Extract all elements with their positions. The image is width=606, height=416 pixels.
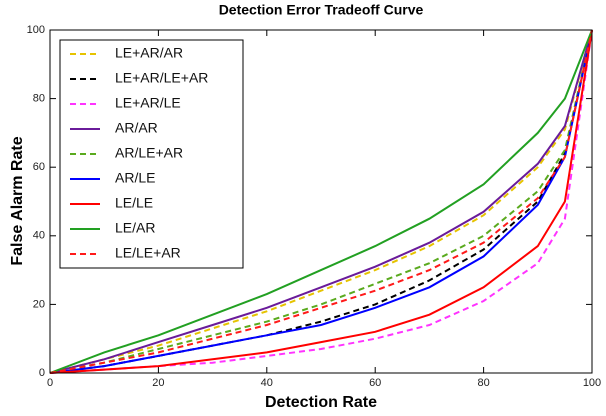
x-tick-label: 60 xyxy=(369,377,381,389)
series-line xyxy=(49,29,593,374)
legend-label: LE+AR/LE+AR xyxy=(115,70,208,86)
x-tick-label: 0 xyxy=(47,377,53,389)
series-line xyxy=(49,29,593,374)
y-axis-label: False Alarm Rate xyxy=(9,136,26,265)
y-tick-label: 20 xyxy=(33,298,45,310)
series-line xyxy=(49,29,593,374)
series-line xyxy=(49,29,593,374)
series-line xyxy=(49,29,593,374)
y-tick-label: 40 xyxy=(33,230,45,242)
y-tick-label: 60 xyxy=(33,161,45,173)
x-axis-label: Detection Rate xyxy=(265,394,377,411)
legend-label: LE+AR/AR xyxy=(115,45,183,61)
y-tick-label: 80 xyxy=(33,93,45,105)
legend-label: LE/AR xyxy=(115,220,155,236)
x-tick-label: 100 xyxy=(583,377,601,389)
series-line xyxy=(49,29,593,374)
legend-label: AR/AR xyxy=(115,120,158,136)
legend-label: LE+AR/LE xyxy=(115,95,181,111)
series-line xyxy=(49,29,593,374)
x-tick-label: 80 xyxy=(477,377,489,389)
legend-label: LE/LE xyxy=(115,195,153,211)
y-tick-label: 0 xyxy=(39,367,45,379)
legend-label: AR/LE xyxy=(115,170,155,186)
x-tick-label: 40 xyxy=(261,377,273,389)
legend-label: LE/LE+AR xyxy=(115,245,181,261)
plot-frame xyxy=(49,29,593,374)
y-tick-label: 100 xyxy=(27,24,45,36)
legend-label: AR/LE+AR xyxy=(115,145,183,161)
x-tick-label: 20 xyxy=(152,377,164,389)
chart-title: Detection Error Tradeoff Curve xyxy=(219,2,424,18)
